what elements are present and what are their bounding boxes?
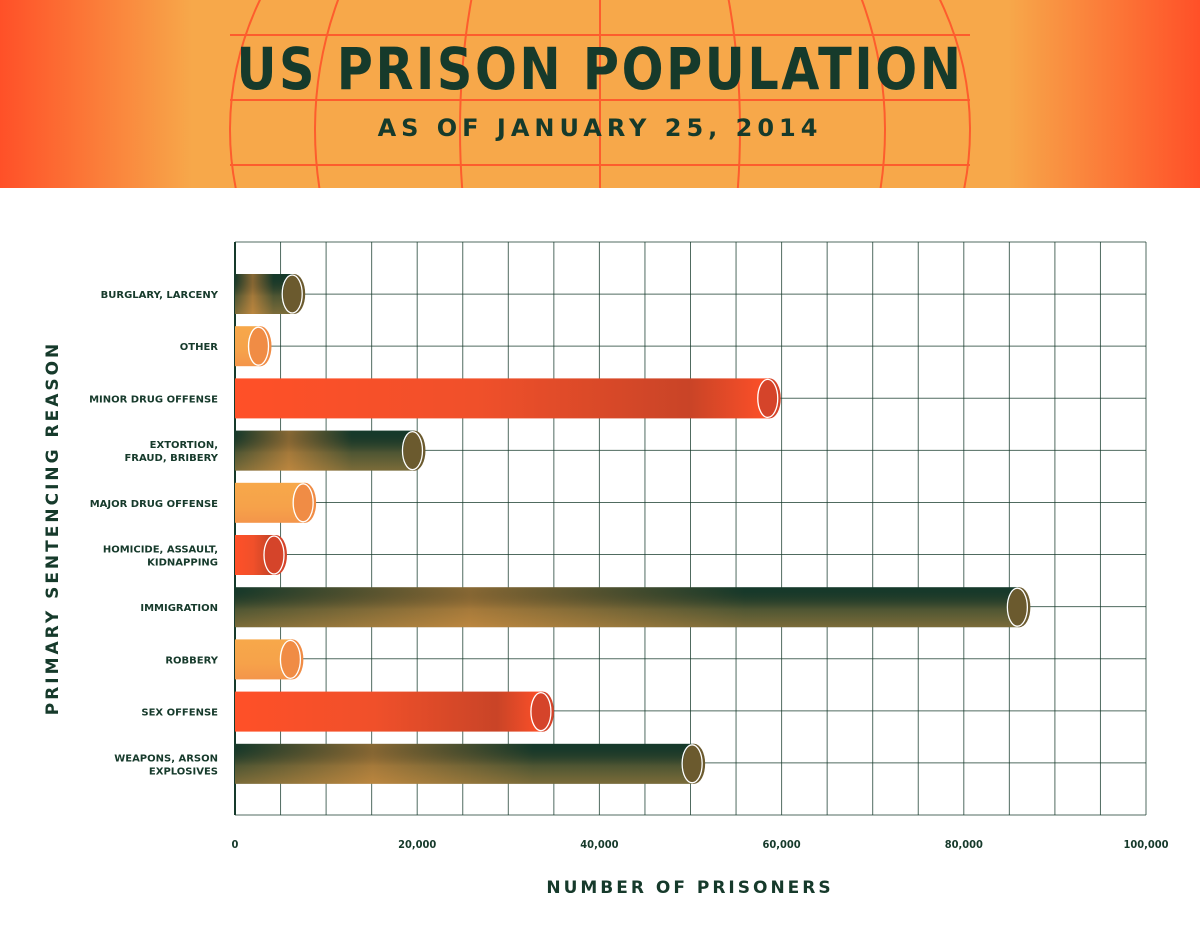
chart-x-ticks: 0 20,000 40,000 60,000 80,000 100,000: [232, 838, 1169, 851]
bar-end-rim: [263, 535, 285, 575]
bar: [235, 482, 317, 523]
category-label: WEAPONS, ARSON: [114, 753, 218, 764]
bar: [235, 639, 304, 680]
bar-shading: [235, 743, 695, 784]
bar-end-cap: [294, 482, 317, 523]
bar: [235, 691, 554, 732]
bar-end-rim: [279, 639, 302, 680]
x-tick-label: 80,000: [945, 838, 983, 851]
x-tick-label: 0: [232, 838, 239, 851]
bar: [235, 378, 781, 419]
bar-end-cap: [264, 535, 287, 575]
banner-globe-graphic: [0, 0, 1200, 188]
bar-end-rim: [757, 378, 779, 419]
bar-end-rim: [292, 483, 314, 523]
bar-body: [235, 378, 770, 419]
bar: [235, 535, 287, 575]
bar: [235, 587, 1031, 628]
y-axis-title: PRIMARY SENTENCING REASON: [43, 341, 63, 716]
bar-chart: BURGLARY, LARCENY OTHER MINOR DRUG OFFENSE…: [43, 241, 1169, 898]
category-label: OTHER: [180, 342, 219, 353]
chart-bars: [235, 274, 1031, 784]
x-tick-label: 20,000: [398, 838, 436, 851]
bar-shading: [235, 430, 415, 471]
header-banner: US PRISON POPULATION AS OF JANUARY 25, 2…: [0, 0, 1200, 188]
bar-end-cap: [283, 274, 306, 314]
bar: [235, 743, 706, 784]
chart-category-labels: BURGLARY, LARCENY OTHER MINOR DRUG OFFENSE…: [89, 290, 219, 777]
x-tick-label: 100,000: [1123, 838, 1168, 851]
bar-end-cap: [531, 691, 554, 732]
bar-end-rim: [247, 326, 270, 366]
category-label: EXTORTION,: [150, 440, 218, 451]
category-label: IMMIGRATION: [140, 603, 218, 614]
category-label: MINOR DRUG OFFENSE: [89, 394, 218, 405]
bar-end-cap: [403, 430, 426, 471]
bar: [235, 430, 426, 471]
bar-end-rim: [681, 744, 703, 784]
category-label: EXPLOSIVES: [149, 766, 218, 777]
x-axis-title: NUMBER OF PRISONERS: [546, 878, 833, 898]
category-label: HOMICIDE, ASSAULT,: [103, 545, 218, 556]
chart-title: US PRISON POPULATION: [236, 35, 964, 103]
bar-shading: [235, 587, 1020, 628]
bar-end-rim: [281, 274, 303, 314]
chart-subtitle: AS OF JANUARY 25, 2014: [377, 114, 823, 142]
category-label: ROBBERY: [165, 655, 218, 666]
bar-end-cap: [683, 743, 706, 784]
category-label: BURGLARY, LARCENY: [101, 290, 219, 301]
bar-body: [235, 691, 543, 732]
bar-end-rim: [401, 430, 424, 471]
category-label: SEX OFFENSE: [141, 708, 218, 719]
category-label: MAJOR DRUG OFFENSE: [90, 499, 218, 510]
bar-end-cap: [758, 378, 781, 419]
bar-end-rim: [1006, 587, 1029, 627]
category-label: KIDNAPPING: [147, 558, 218, 569]
x-tick-label: 40,000: [580, 838, 618, 851]
bar: [235, 326, 272, 367]
bar-end-cap: [1008, 587, 1031, 628]
category-label: FRAUD, BRIBERY: [124, 453, 218, 464]
x-tick-label: 60,000: [762, 838, 800, 851]
bar-end-cap: [281, 639, 304, 680]
bar-end-cap: [249, 326, 272, 367]
bar-end-rim: [530, 691, 552, 732]
bar: [235, 274, 306, 314]
